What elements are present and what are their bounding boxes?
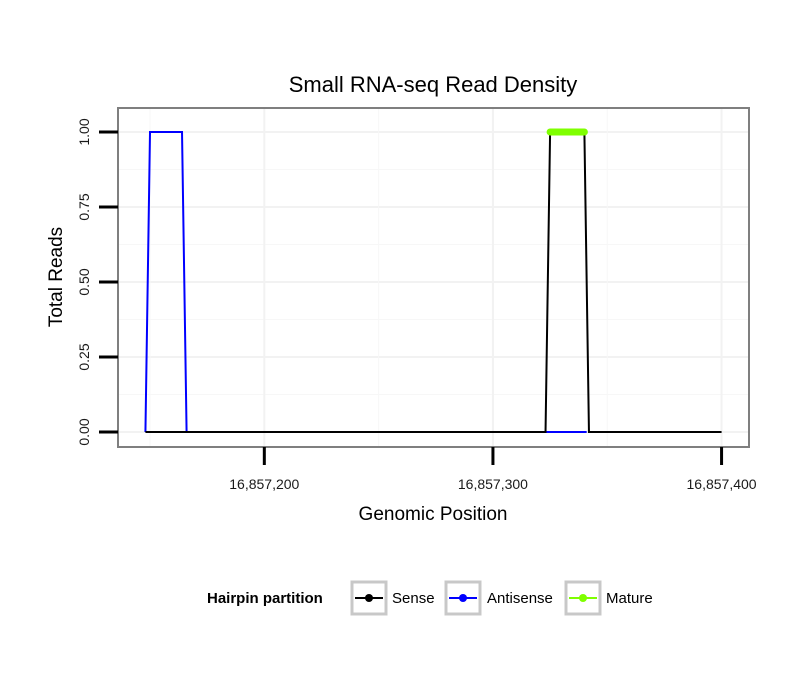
plot-panel <box>117 107 750 448</box>
x-axis-title: Genomic Position <box>359 504 508 525</box>
legend-key-point-mature <box>579 594 587 602</box>
legend-key-point-antisense <box>459 594 467 602</box>
y-tick-label: 0.75 <box>76 193 92 220</box>
legend: Hairpin partition Sense Antisense Mature <box>207 580 653 616</box>
legend-items: Sense Antisense Mature <box>350 580 653 616</box>
legend-title: Hairpin partition <box>207 590 323 607</box>
series-layer <box>144 128 722 433</box>
legend-label-sense: Sense <box>392 590 435 607</box>
legend-key-point-sense <box>365 594 373 602</box>
x-axis: 16,857,200 16,857,300 16,857,400 <box>229 447 757 492</box>
chart-title: Small RNA-seq Read Density <box>289 72 578 97</box>
y-tick-label: 0.50 <box>76 268 92 295</box>
y-tick-label: 0.00 <box>76 418 92 445</box>
legend-label-mature: Mature <box>606 590 653 607</box>
y-tick-label: 1.00 <box>76 118 92 145</box>
x-tick-label: 16,857,400 <box>687 476 757 492</box>
y-tick-label: 0.25 <box>76 343 92 370</box>
x-tick-label: 16,857,200 <box>229 476 299 492</box>
y-axis: 0.00 0.25 0.50 0.75 1.00 <box>76 118 118 446</box>
grid-lines <box>119 109 748 446</box>
series-line-antisense <box>144 131 587 433</box>
y-axis-title: Total Reads <box>46 227 67 327</box>
legend-label-antisense: Antisense <box>487 590 553 607</box>
x-tick-label: 16,857,300 <box>458 476 528 492</box>
